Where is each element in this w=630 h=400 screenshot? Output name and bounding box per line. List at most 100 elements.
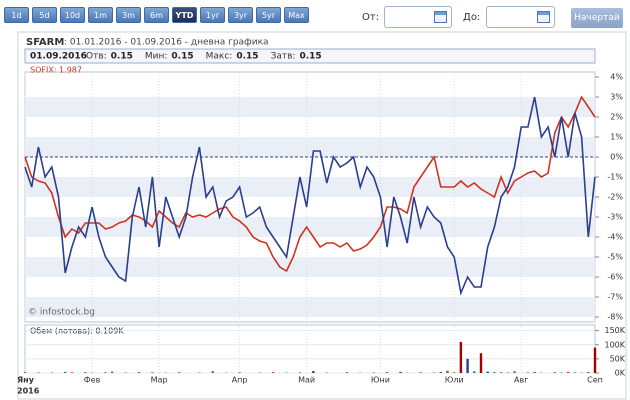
- range-button[interactable]: 6m: [144, 7, 169, 23]
- y-tick-label: 50K: [610, 354, 626, 363]
- volume-bar: [110, 371, 114, 373]
- range-button[interactable]: 5d: [32, 7, 57, 23]
- y-tick-label: -7%: [607, 293, 623, 302]
- quote-value: 0.15: [171, 52, 193, 62]
- volume-bar: [238, 372, 241, 373]
- y-tick-label: 1%: [610, 133, 623, 142]
- grid-band: [25, 257, 595, 277]
- volume-bar: [479, 353, 483, 373]
- range-button[interactable]: 10d: [60, 7, 85, 23]
- x-tick-label: Сеп: [587, 376, 603, 385]
- x-tick-label: Апр: [232, 376, 248, 385]
- quote-value: 0.15: [236, 52, 258, 62]
- grid-band: [25, 297, 595, 317]
- volume-bar: [64, 371, 67, 373]
- x-tick-label: Май: [298, 376, 315, 385]
- chart-title: SFARM: [26, 37, 64, 48]
- quote-row: [24, 48, 596, 64]
- chart: SFARM : 01.01.2016 - 01.09.2016 - дневна…: [17, 31, 627, 400]
- x-tick-label: Авг: [514, 376, 528, 385]
- price-line: [24, 96, 596, 296]
- volume-bar: [513, 371, 516, 373]
- volume-bar: [459, 341, 463, 373]
- y-tick-label: 150K: [604, 326, 625, 335]
- grid-band: [25, 137, 595, 157]
- y-tick-label: 3%: [610, 93, 623, 102]
- x-year-label: 2016: [17, 387, 40, 396]
- calendar-icon[interactable]: [537, 11, 550, 23]
- volume-bar: [298, 372, 302, 373]
- range-button[interactable]: YTD: [172, 7, 197, 23]
- from-label: От:: [362, 12, 380, 23]
- chart-frame: [17, 31, 627, 400]
- volume-bar: [533, 372, 536, 373]
- range-button[interactable]: 1yr: [200, 7, 225, 23]
- volume-bar: [553, 372, 556, 373]
- volume-bar: [566, 371, 570, 373]
- volume-bar: [385, 372, 389, 373]
- volume-bar: [419, 372, 422, 373]
- y-tick-label: 100K: [604, 340, 625, 349]
- y-tick-label: -6%: [607, 273, 623, 282]
- calendar-icon[interactable]: [434, 11, 447, 23]
- quote-date: 01.09.2016: [30, 52, 87, 62]
- volume-bar: [23, 372, 27, 373]
- volume-bar: [526, 372, 530, 373]
- volume-bar: [137, 372, 141, 373]
- x-tick-label: Юли: [445, 376, 464, 385]
- volume-bar: [452, 372, 456, 373]
- grid-band: [25, 217, 595, 237]
- grid-band: [25, 97, 595, 117]
- x-tick-label: Фев: [84, 376, 101, 385]
- y-tick-label: 4%: [610, 73, 623, 82]
- range-button[interactable]: 1d: [4, 7, 29, 23]
- price-line: [24, 95, 596, 273]
- volume-bar: [399, 371, 402, 373]
- range-button[interactable]: 1m: [88, 7, 113, 23]
- submit-button[interactable]: Начертай: [571, 8, 623, 28]
- volume-bar: [37, 372, 40, 373]
- volume-bar: [271, 372, 275, 373]
- from-input[interactable]: [384, 6, 452, 28]
- volume-bar: [466, 358, 469, 373]
- volume-bar: [593, 347, 597, 373]
- quote-value: 0.15: [111, 52, 133, 62]
- quote-label: Мин:: [145, 52, 168, 62]
- volume-bar: [345, 372, 349, 373]
- volume-bar: [473, 371, 476, 373]
- quote-label: Макс:: [206, 52, 233, 62]
- to-input[interactable]: [486, 6, 555, 28]
- volume-bar: [486, 371, 489, 373]
- quote-value: 0.15: [299, 52, 321, 62]
- y-tick-label: 0%: [610, 153, 623, 162]
- y-tick-label: -1%: [607, 173, 623, 182]
- range-button[interactable]: 3yr: [228, 7, 253, 23]
- range-button[interactable]: Max: [284, 7, 309, 23]
- volume-bar: [587, 372, 590, 373]
- grid-band: [25, 177, 595, 197]
- to-label: До:: [463, 12, 481, 23]
- x-tick-label: Мар: [151, 376, 168, 385]
- x-tick-label: Яну: [17, 376, 35, 385]
- volume-bar: [312, 371, 315, 373]
- chart-subtitle: : 01.01.2016 - 01.09.2016 - дневна графи…: [64, 38, 269, 48]
- x-tick-label: Юни: [371, 376, 390, 385]
- y-tick-label: -2%: [607, 193, 623, 202]
- volume-bar: [446, 370, 449, 373]
- y-tick-label: 0K: [615, 369, 626, 378]
- y-tick-label: -4%: [607, 233, 623, 242]
- volume-bar: [499, 372, 503, 373]
- volume-bar: [439, 372, 442, 373]
- range-button[interactable]: 3m: [116, 7, 141, 23]
- volume-bar: [151, 372, 154, 373]
- y-tick-label: 2%: [610, 113, 623, 122]
- volume-bar: [211, 371, 214, 373]
- volume-bar: [178, 372, 181, 373]
- y-tick-label: -8%: [607, 313, 623, 322]
- range-button[interactable]: 5yr: [256, 7, 281, 23]
- volume-bar: [104, 372, 107, 373]
- volume-bar: [84, 372, 87, 373]
- legend-entry: SOFIX: 1.987: [30, 66, 82, 75]
- volume-bar: [573, 372, 577, 373]
- y-tick-label: -5%: [607, 253, 623, 262]
